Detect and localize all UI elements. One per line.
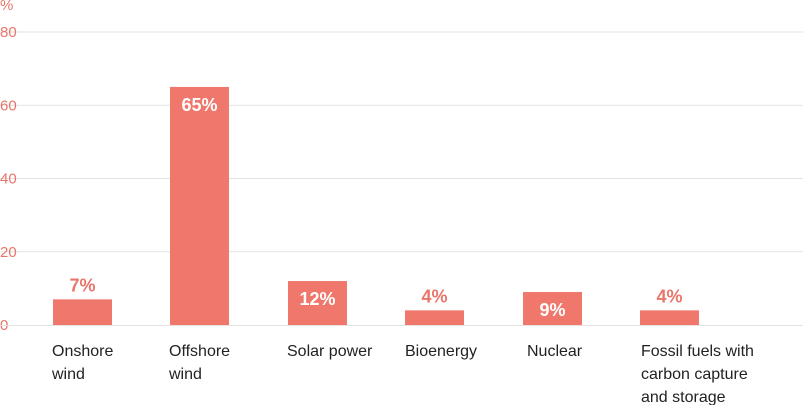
category-label-line: Fossil fuels with xyxy=(641,343,754,360)
category-label-line: wind xyxy=(168,366,202,383)
category-label-line: and storage xyxy=(641,389,726,405)
category-label-line: Solar power xyxy=(287,343,373,360)
category-label-5: Fossil fuels with carbon capture and stora… xyxy=(641,343,754,405)
data-label-2: 12% xyxy=(299,289,335,309)
bar-4 xyxy=(523,292,582,325)
y-tick-label-20: 20 xyxy=(0,244,17,261)
category-label-line: Offshore xyxy=(169,343,230,360)
bar-3 xyxy=(405,310,464,325)
data-label-0: 7% xyxy=(69,275,95,295)
category-labels: Onshore wind Offshore wind Solar power Bioene… xyxy=(51,343,754,405)
y-tick-label-40: 40 xyxy=(0,171,17,188)
data-label-5: 4% xyxy=(656,286,682,306)
data-labels: 7% 65% 12% 4% 9% 4% xyxy=(69,95,682,320)
bar-5 xyxy=(640,310,699,325)
bars xyxy=(53,86,699,325)
bar-1 xyxy=(170,86,229,325)
category-label-2: Solar power xyxy=(287,343,373,360)
category-label-line: Bioenergy xyxy=(405,343,477,360)
bar-2 xyxy=(288,281,347,325)
y-axis-unit-label: % xyxy=(0,0,13,14)
category-label-line: Nuclear xyxy=(527,343,583,360)
category-label-3: Bioenergy xyxy=(405,343,477,360)
category-label-4: Nuclear xyxy=(527,343,583,360)
category-label-line: carbon capture xyxy=(641,366,748,383)
data-label-1: 65% xyxy=(181,95,217,115)
category-label-line: wind xyxy=(51,366,85,383)
category-label-line: Onshore xyxy=(52,343,113,360)
category-label-1: Offshore wind xyxy=(168,343,230,383)
y-tick-label-60: 60 xyxy=(0,97,17,114)
category-label-0: Onshore wind xyxy=(51,343,113,383)
data-label-3: 4% xyxy=(421,286,447,306)
data-label-4: 9% xyxy=(539,300,565,320)
bar-0 xyxy=(53,299,112,325)
y-tick-label-80: 80 xyxy=(0,24,17,41)
